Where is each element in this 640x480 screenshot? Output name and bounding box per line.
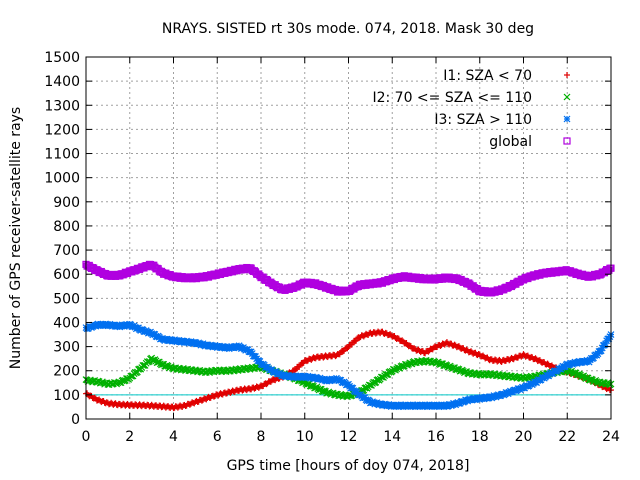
x-tick-label: 10 — [296, 429, 314, 445]
legend-marker — [563, 115, 571, 123]
legend-marker — [563, 93, 571, 101]
x-tick-label: 0 — [82, 429, 91, 445]
data-point — [605, 266, 613, 274]
x-tick-label: 12 — [340, 429, 358, 445]
y-tick-label: 0 — [71, 412, 80, 428]
x-tick-label: 6 — [213, 429, 222, 445]
x-tick-label: 24 — [602, 429, 620, 445]
series-group — [82, 260, 615, 412]
legend-label: I2: 70 <= SZA <= 110 — [372, 90, 532, 106]
x-tick-label: 2 — [125, 429, 134, 445]
x-tick-label: 16 — [427, 429, 445, 445]
x-tick-label: 22 — [558, 429, 576, 445]
y-tick-label: 200 — [53, 364, 80, 380]
y-tick-label: 900 — [53, 195, 80, 211]
y-tick-label: 1200 — [44, 122, 80, 138]
x-tick-label: 8 — [257, 429, 266, 445]
legend-marker — [563, 137, 571, 145]
axis-ticks: 0100200300400500600700800900100011001200… — [44, 50, 620, 445]
y-tick-label: 300 — [53, 340, 80, 356]
legend-label: I3: SZA > 110 — [434, 112, 532, 128]
x-tick-label: 20 — [515, 429, 533, 445]
series-3 — [82, 320, 615, 411]
y-tick-label: 1000 — [44, 171, 80, 187]
x-tick-label: 14 — [383, 429, 401, 445]
legend-marker — [564, 72, 570, 78]
data-point — [344, 345, 351, 352]
legend: I1: SZA < 70 I2: 70 <= SZA <= 110 I3: SZA … — [372, 68, 571, 150]
x-axis-title: GPS time [hours of doy 074, 2018] — [227, 458, 470, 474]
x-tick-label: 4 — [169, 429, 178, 445]
y-tick-label: 600 — [53, 267, 80, 283]
y-tick-label: 800 — [53, 219, 80, 235]
x-tick-label: 18 — [471, 429, 489, 445]
y-tick-label: 700 — [53, 243, 80, 259]
y-axis-title: Number of GPS receiver-satellite rays — [8, 107, 24, 369]
y-tick-label: 100 — [53, 388, 80, 404]
data-point — [399, 337, 406, 344]
y-tick-label: 400 — [53, 315, 80, 331]
y-tick-label: 1300 — [44, 98, 80, 114]
series-1 — [83, 328, 614, 412]
legend-label: I1: SZA < 70 — [443, 68, 532, 84]
data-point — [425, 348, 432, 355]
chart-title: NRAYS. SISTED rt 30s mode. 074, 2018. Ma… — [162, 21, 534, 37]
legend-label: global — [489, 134, 532, 150]
series-4 — [82, 260, 615, 297]
y-tick-label: 1500 — [44, 50, 80, 66]
y-tick-label: 1100 — [44, 147, 80, 163]
y-tick-label: 500 — [53, 291, 80, 307]
y-tick-label: 1400 — [44, 74, 80, 90]
